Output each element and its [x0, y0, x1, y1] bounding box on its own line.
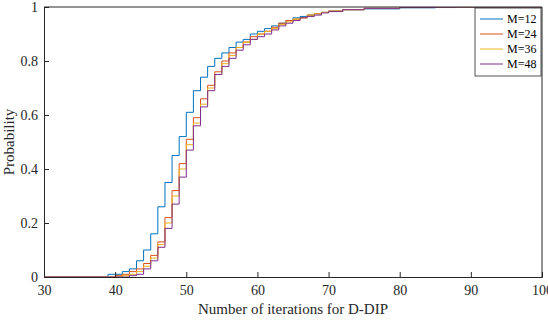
legend-label: M=12: [507, 12, 536, 26]
y-axis: 0 0.2 0.4 0.6 0.8 1: [21, 0, 50, 285]
x-tick-label: 70: [322, 283, 336, 298]
legend-box: [475, 8, 541, 76]
y-axis-title: Probability: [1, 108, 17, 175]
legend-key: [480, 64, 503, 65]
y-axis-line: [45, 8, 50, 278]
y-tick-label: 0.2: [21, 216, 39, 231]
x-tick: 60: [251, 272, 265, 298]
x-tick: 40: [109, 272, 123, 298]
x-tick: 100: [532, 272, 548, 298]
x-tick: 90: [464, 272, 478, 298]
x-tick-label: 80: [393, 283, 407, 298]
series-line: [44, 7, 542, 277]
y-tick-mark: [44, 61, 49, 62]
y-tick: 0.4: [21, 162, 50, 177]
x-tick-label: 40: [109, 283, 123, 298]
legend: M=12M=24M=36M=48: [475, 8, 541, 76]
y-tick: 0: [31, 270, 49, 285]
legend-key: [480, 34, 503, 35]
x-tick-label: 50: [180, 283, 194, 298]
x-tick-mark: [115, 272, 116, 277]
y-tick-mark: [44, 169, 49, 170]
legend-label: M=48: [507, 57, 536, 71]
x-tick-label: 100: [532, 283, 548, 298]
y-tick: 0.2: [21, 216, 50, 231]
x-axis: 30 40 50 60 70 80 90 100: [38, 272, 548, 298]
x-tick-label: 60: [251, 283, 265, 298]
x-tick-label: 90: [464, 283, 478, 298]
x-tick: 80: [393, 272, 407, 298]
frame: [542, 7, 543, 277]
x-tick: 50: [180, 272, 194, 298]
x-tick-mark: [400, 272, 401, 277]
y-tick-label: 0.6: [21, 108, 39, 123]
x-tick-mark: [471, 272, 472, 277]
plot-area: 3040506070809010000.20.40.60.81M=12M=24M…: [21, 0, 548, 298]
frame: [44, 7, 542, 8]
x-axis-line: [45, 272, 543, 278]
chart: 3040506070809010000.20.40.60.81M=12M=24M…: [0, 0, 548, 320]
x-tick-label: 30: [38, 283, 52, 298]
series-line: [44, 7, 542, 277]
legend-key: [480, 19, 503, 20]
y-tick: 0.6: [21, 108, 50, 123]
x-axis-title: Number of iterations for D-DIP: [198, 301, 388, 317]
y-tick-mark: [44, 223, 49, 224]
x-tick-mark: [186, 272, 187, 277]
y-tick: 0.8: [21, 54, 50, 69]
y-tick-label: 0.8: [21, 54, 39, 69]
series-group: [44, 7, 542, 277]
legend-label: M=36: [507, 42, 536, 56]
x-tick-mark: [257, 272, 258, 277]
y-tick-mark: [44, 277, 49, 278]
y-tick-mark: [44, 115, 49, 116]
y-tick-label: 0.4: [21, 162, 39, 177]
legend-key: [480, 49, 503, 50]
series-line: [44, 7, 542, 277]
series-line: [44, 7, 542, 277]
legend-label: M=24: [507, 27, 536, 41]
x-tick-mark: [329, 272, 330, 277]
y-tick-label: 0: [31, 270, 38, 285]
x-tick: 70: [322, 272, 336, 298]
y-tick-label: 1: [31, 0, 38, 15]
